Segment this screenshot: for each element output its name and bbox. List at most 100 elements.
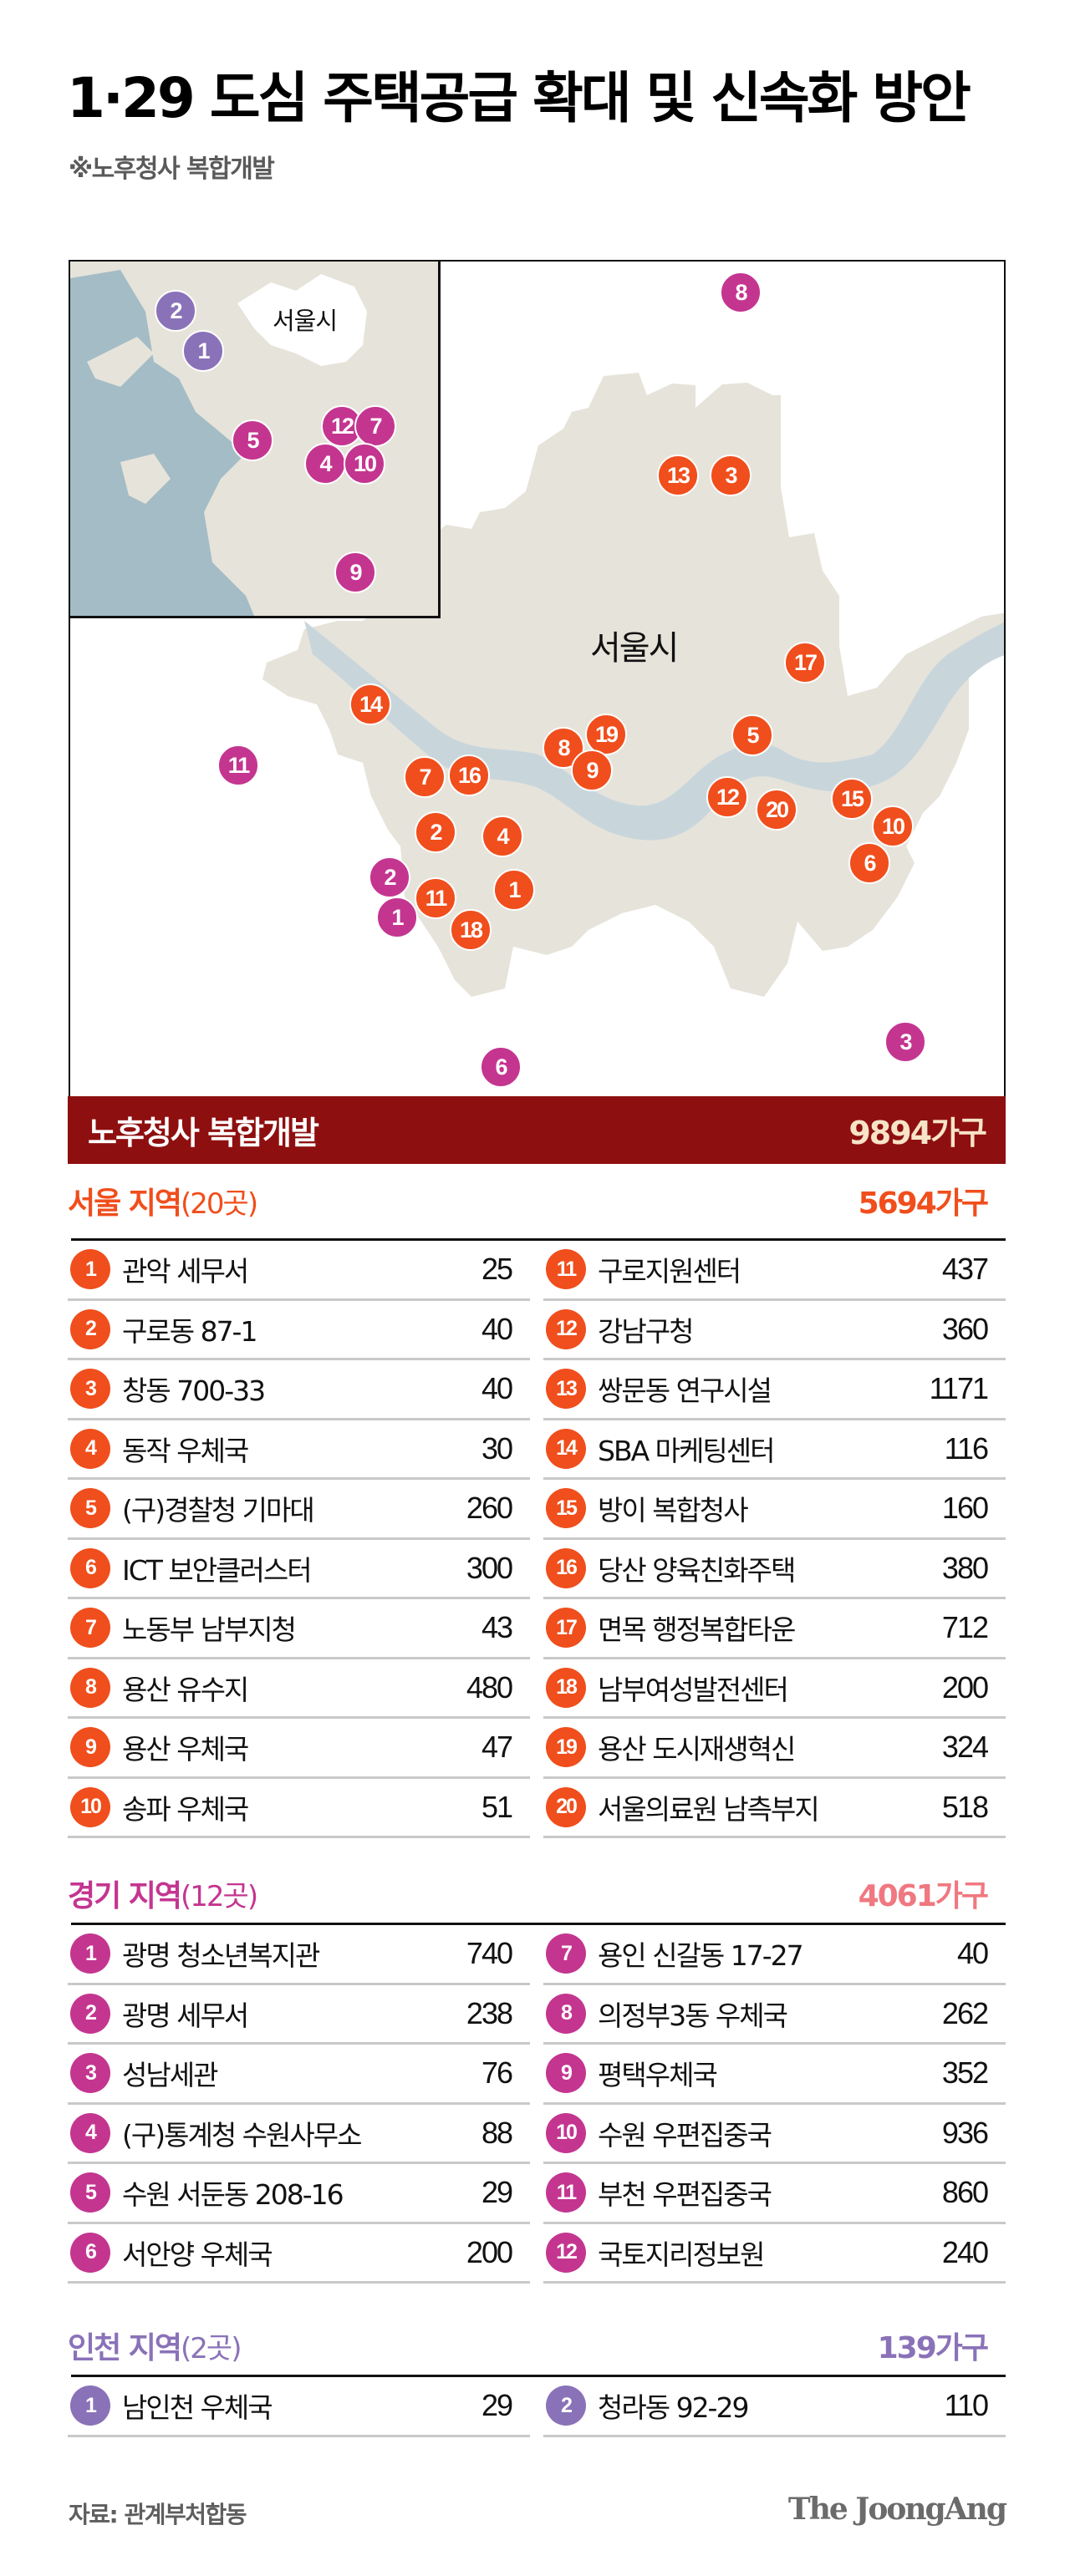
marker-number: 17 — [793, 649, 818, 675]
gyeonggi-table: 1 광명 청소년복지관 740 2 광명 세무서 238 3 성남세관 76 4 (구)통계청 수원… — [68, 1925, 1006, 2284]
site-name: (구)경찰청 기마대 — [122, 1494, 315, 1527]
site-name: 서울의료원 남측부지 — [598, 1792, 820, 1826]
gyeonggi-divider — [71, 1923, 1006, 1925]
incheon-table: 1 남인천 우체국 29 2 청라동 92-29 110 — [68, 2377, 1006, 2437]
marker-number: 4 — [319, 450, 332, 476]
marker-number: 2 — [170, 297, 182, 323]
inset-seoul-label: 서울시 — [273, 307, 338, 335]
household-count: 300 — [466, 1550, 513, 1585]
marker-number: 6 — [864, 850, 876, 876]
map-marker-seoul-11: 11 — [415, 877, 456, 919]
table-row: 2 구로동 87-1 40 — [68, 1301, 530, 1360]
marker-number: 12 — [716, 784, 740, 810]
household-count: 40 — [956, 1936, 989, 1971]
site-name: 송파 우체국 — [122, 1792, 249, 1826]
site-name: 남부여성발전센터 — [598, 1673, 789, 1706]
marker-number: 6 — [495, 1054, 507, 1080]
gyeonggi-section-header: 경기 지역(12곳) 4061가구 — [68, 1873, 1006, 1915]
household-count: 43 — [481, 1610, 513, 1645]
map-marker-seoul-15: 15 — [831, 778, 873, 820]
map-marker-seoul-7: 7 — [404, 756, 446, 798]
site-name: 관악 세무서 — [122, 1255, 249, 1288]
site-name: 방이 복합청사 — [598, 1494, 749, 1527]
map-marker-gyeonggi-9: 9 — [334, 551, 376, 593]
map: 서울시 2 1 5 12 7 4 10 9 서울시 8 13 3 17 14 8 19 9 5 11 7 16 12 2… — [69, 260, 1006, 1096]
site-name: 청라동 92-29 — [598, 2391, 749, 2425]
table-row: 11 구로지원센터 437 — [543, 1241, 1006, 1301]
table-row: 6 서안양 우체국 200 — [68, 2224, 530, 2284]
number-badge: 1 — [70, 2385, 110, 2426]
seoul-section-count: (20곳) — [181, 1187, 258, 1221]
site-name: 당산 양육친화주택 — [598, 1553, 796, 1587]
map-marker-gyeonggi-10: 10 — [344, 443, 385, 485]
table-row: 5 (구)경찰청 기마대 260 — [68, 1480, 530, 1540]
marker-number: 8 — [558, 734, 570, 760]
marker-number: 1 — [508, 876, 521, 902]
table-row: 12 강남구청 360 — [543, 1301, 1006, 1360]
gyeonggi-section-total: 4061가구 — [858, 1879, 989, 1913]
marker-number: 9 — [586, 757, 599, 783]
table-row: 9 평택우체국 352 — [543, 2045, 1006, 2105]
map-marker-incheon-1: 1 — [182, 330, 224, 372]
site-name: 광명 세무서 — [122, 1999, 249, 2032]
site-name: SBA 마케팅센터 — [598, 1434, 775, 1467]
number-badge: 16 — [546, 1547, 586, 1588]
map-marker-incheon-2: 2 — [155, 290, 196, 332]
household-count: 352 — [941, 2055, 989, 2091]
site-name: 면목 행정복합타운 — [598, 1613, 796, 1647]
map-marker-seoul-4: 4 — [482, 815, 523, 857]
number-badge: 7 — [546, 1933, 586, 1974]
marker-number: 19 — [594, 721, 619, 747]
number-badge: 14 — [546, 1428, 586, 1469]
island — [87, 337, 154, 387]
seoul-section-name: 서울 지역 — [68, 1186, 182, 1221]
incheon-section-total: 139가구 — [877, 2331, 989, 2365]
number-badge: 4 — [70, 2112, 110, 2153]
table-row: 11 부천 우편집중국 860 — [543, 2164, 1006, 2224]
household-count: 238 — [466, 1995, 513, 2030]
marker-number: 16 — [457, 762, 482, 788]
marker-number: 11 — [425, 885, 448, 911]
number-badge: 1 — [70, 1933, 110, 1974]
number-badge: 13 — [546, 1369, 586, 1410]
section-banner: 노후청사 복합개발 9894가구 — [68, 1096, 1006, 1164]
site-name: 노동부 남부지청 — [122, 1613, 297, 1647]
household-count: 518 — [941, 1789, 989, 1824]
han-river — [304, 621, 1004, 841]
household-count: 860 — [941, 2175, 989, 2210]
seoul-divider — [71, 1238, 1006, 1241]
marker-number: 4 — [497, 823, 509, 849]
number-badge: 11 — [546, 2172, 586, 2213]
marker-number: 14 — [359, 691, 383, 717]
marker-number: 2 — [430, 819, 442, 845]
site-name: 수원 서둔동 208-16 — [122, 2178, 344, 2212]
map-marker-seoul-9: 9 — [571, 749, 613, 791]
household-count: 29 — [481, 2175, 513, 2210]
map-marker-seoul-3: 3 — [710, 455, 752, 496]
number-badge: 8 — [70, 1667, 110, 1708]
household-count: 437 — [941, 1252, 989, 1287]
number-badge: 10 — [70, 1786, 110, 1827]
site-name: 남인천 우체국 — [122, 2391, 273, 2425]
map-marker-gyeonggi-4: 4 — [304, 443, 346, 485]
table-row: 4 동작 우체국 30 — [68, 1420, 530, 1480]
map-marker-seoul-8: 8 — [543, 727, 584, 769]
table-row: 1 관악 세무서 25 — [68, 1241, 530, 1301]
site-name: 용산 우체국 — [122, 1733, 249, 1766]
household-count: 116 — [944, 1430, 989, 1466]
site-name: 쌍문동 연구시설 — [598, 1374, 772, 1408]
map-marker-seoul-17: 17 — [784, 642, 826, 683]
number-badge: 6 — [70, 2232, 110, 2273]
inset-map-shape — [70, 270, 367, 616]
marker-number: 2 — [384, 864, 396, 890]
incheon-section-header: 인천 지역(2곳) 139가구 — [68, 2325, 1006, 2367]
marker-number: 5 — [746, 722, 759, 748]
table-row: 7 노동부 남부지청 43 — [68, 1599, 530, 1659]
map-marker-seoul-2: 2 — [415, 811, 456, 853]
map-marker-seoul-16: 16 — [448, 755, 490, 796]
table-row: 10 송파 우체국 51 — [68, 1779, 530, 1838]
number-badge: 1 — [70, 1249, 110, 1290]
page-title: 1·29 도심 주택공급 확대 및 신속화 방안 — [67, 66, 971, 130]
marker-number: 1 — [391, 904, 404, 930]
table-row: 14 SBA 마케팅센터 116 — [543, 1420, 1006, 1480]
